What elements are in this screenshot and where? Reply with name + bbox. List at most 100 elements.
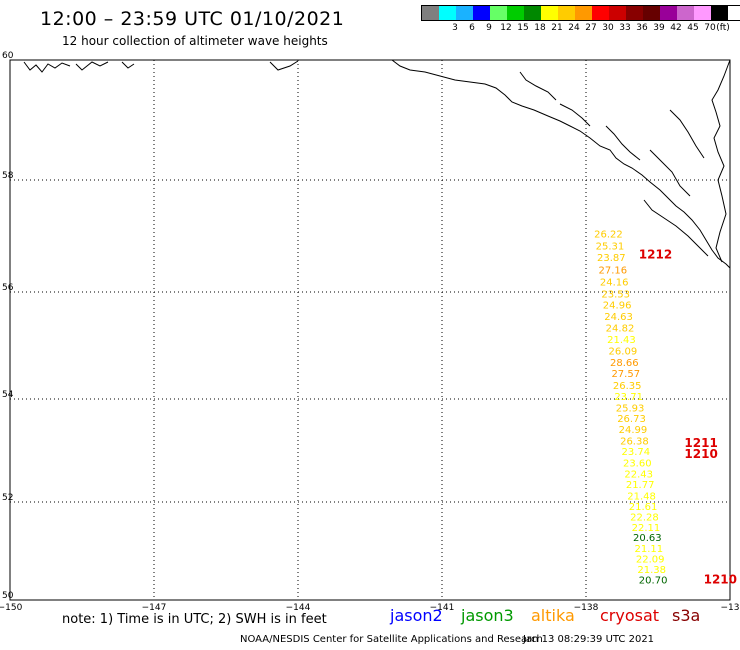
wave-height-value: 21.61 bbox=[629, 502, 658, 513]
wave-height-value: 26.38 bbox=[620, 436, 649, 447]
legend-tick-label: 42 bbox=[670, 23, 682, 33]
legend-tick-label: 21 bbox=[551, 23, 563, 33]
longitude-label: −13 bbox=[721, 603, 740, 613]
legend-tick-label: 15 bbox=[517, 23, 529, 33]
latitude-label: 54 bbox=[2, 390, 14, 400]
legend-tick-label: 39 bbox=[653, 23, 665, 33]
legend-tick-label: 45 bbox=[687, 23, 699, 33]
pass-time-label: 1211 bbox=[684, 436, 717, 450]
wave-height-value: 23.71 bbox=[614, 392, 643, 403]
legend-swatch bbox=[626, 6, 643, 20]
legend-swatch bbox=[694, 6, 711, 20]
legend-swatch bbox=[439, 6, 456, 20]
coastline-segment bbox=[605, 125, 641, 161]
wave-height-value: 21.77 bbox=[626, 480, 655, 491]
coastline-segment bbox=[121, 61, 135, 69]
legend-swatch bbox=[490, 6, 507, 20]
pass-time-label: 1210 bbox=[684, 447, 717, 461]
map-grid bbox=[9, 59, 731, 601]
page-subtitle: 12 hour collection of altimeter wave hei… bbox=[62, 34, 328, 48]
satellite-s3a: s3a bbox=[672, 606, 701, 625]
wave-height-value: 23.74 bbox=[622, 447, 651, 458]
legend-swatch bbox=[456, 6, 473, 20]
map-axis-labels: −150 −147 −144 −141 −138 −13 60 58 56 54 52 50 bbox=[0, 51, 740, 613]
legend-tick-label: 9 bbox=[486, 23, 492, 33]
coastline-segment bbox=[649, 149, 691, 197]
wave-height-value: 26.09 bbox=[609, 347, 638, 358]
credit-date: Jan 13 08:29:39 UTC 2021 bbox=[523, 634, 655, 645]
wave-height-value: 23.60 bbox=[623, 458, 652, 469]
legend-swatch bbox=[592, 6, 609, 20]
wave-height-value: 25.31 bbox=[596, 241, 625, 252]
credit-line: NOAA/NESDIS Center for Satellite Applica… bbox=[240, 634, 543, 645]
legend-swatch bbox=[541, 6, 558, 20]
map-frame bbox=[9, 59, 731, 601]
footer-note: note: 1) Time is in UTC; 2) SWH is in fe… bbox=[62, 612, 327, 627]
wave-height-value: 22.11 bbox=[632, 523, 661, 534]
coastline-segment bbox=[559, 103, 591, 127]
longitude-label: −144 bbox=[286, 603, 311, 613]
latitude-label: 60 bbox=[2, 51, 14, 61]
satellite-jason2: jason2 bbox=[390, 606, 443, 625]
wave-height-value: 28.66 bbox=[610, 358, 639, 369]
wave-height-value: 25.93 bbox=[616, 403, 645, 414]
legend-color-bar bbox=[421, 5, 740, 21]
wave-height-value: 21.38 bbox=[637, 565, 666, 576]
latitude-label: 52 bbox=[2, 493, 13, 503]
wave-height-value: 20.70 bbox=[639, 575, 668, 586]
legend-tick-labels: (ft) 3 6 9 12 15 18 21 24 27 30 33 36 39 42 45 70 bbox=[421, 23, 740, 35]
legend-tick-label: 24 bbox=[568, 23, 580, 33]
longitude-label: −147 bbox=[142, 603, 167, 613]
wave-height-value: 22.09 bbox=[636, 554, 665, 565]
legend-swatch bbox=[558, 6, 575, 20]
satellite-cryosat: cryosat bbox=[600, 606, 660, 625]
wave-height-value: 23.87 bbox=[597, 253, 626, 264]
wave-height-value: 21.48 bbox=[627, 491, 656, 502]
legend-swatch bbox=[422, 6, 439, 20]
wave-height-value: 21.43 bbox=[607, 335, 636, 346]
coastline-segment bbox=[391, 59, 731, 269]
latitude-label: 58 bbox=[2, 171, 14, 181]
wave-height-value: 27.57 bbox=[611, 369, 640, 380]
page-title: 12:00 – 23:59 UTC 01/10/2021 bbox=[40, 8, 345, 30]
wave-height-value: 24.82 bbox=[606, 324, 635, 335]
legend-tick-label: 3 bbox=[452, 23, 458, 33]
legend-swatch bbox=[609, 6, 626, 20]
legend-unit-label: (ft) bbox=[716, 23, 730, 33]
legend-swatch bbox=[643, 6, 660, 20]
legend-tick-label: 36 bbox=[636, 23, 648, 33]
wave-height-value: 27.16 bbox=[598, 266, 627, 277]
pass-time-label: 1210 bbox=[704, 572, 737, 586]
legend-tick-label: 27 bbox=[585, 23, 597, 33]
wave-height-value: 24.99 bbox=[619, 425, 648, 436]
satellite-altika: altika bbox=[531, 606, 575, 625]
legend-tick-label: 70 bbox=[704, 23, 716, 33]
satellite-jason3: jason3 bbox=[461, 606, 514, 625]
color-legend: (ft) 3 6 9 12 15 18 21 24 27 30 33 36 39 42 45 70 bbox=[421, 5, 740, 35]
wave-height-value: 26.22 bbox=[594, 230, 623, 241]
legend-swatch bbox=[507, 6, 524, 20]
coastline-segment bbox=[643, 199, 709, 257]
legend-swatch bbox=[677, 6, 694, 20]
legend-swatch bbox=[660, 6, 677, 20]
wave-height-value: 22.43 bbox=[624, 469, 653, 480]
wave-height-value: 24.63 bbox=[604, 312, 633, 323]
longitude-label: −141 bbox=[430, 603, 455, 613]
wave-height-value: 26.35 bbox=[613, 381, 642, 392]
coastline-segment bbox=[519, 71, 557, 101]
legend-swatch bbox=[473, 6, 490, 20]
coastline-segment bbox=[75, 61, 109, 71]
pass-time-label: 1212 bbox=[639, 247, 672, 261]
legend-swatch bbox=[711, 6, 728, 20]
wave-height-value: 21.11 bbox=[634, 544, 663, 555]
longitude-label: −150 bbox=[0, 603, 23, 613]
wave-height-value: 22.28 bbox=[630, 513, 659, 524]
legend-tick-label: 18 bbox=[534, 23, 546, 33]
legend-tick-label: 6 bbox=[469, 23, 475, 33]
legend-swatch bbox=[524, 6, 541, 20]
coastline-segment bbox=[711, 59, 731, 263]
longitude-label: −138 bbox=[574, 603, 599, 613]
legend-tick-label: 33 bbox=[619, 23, 631, 33]
